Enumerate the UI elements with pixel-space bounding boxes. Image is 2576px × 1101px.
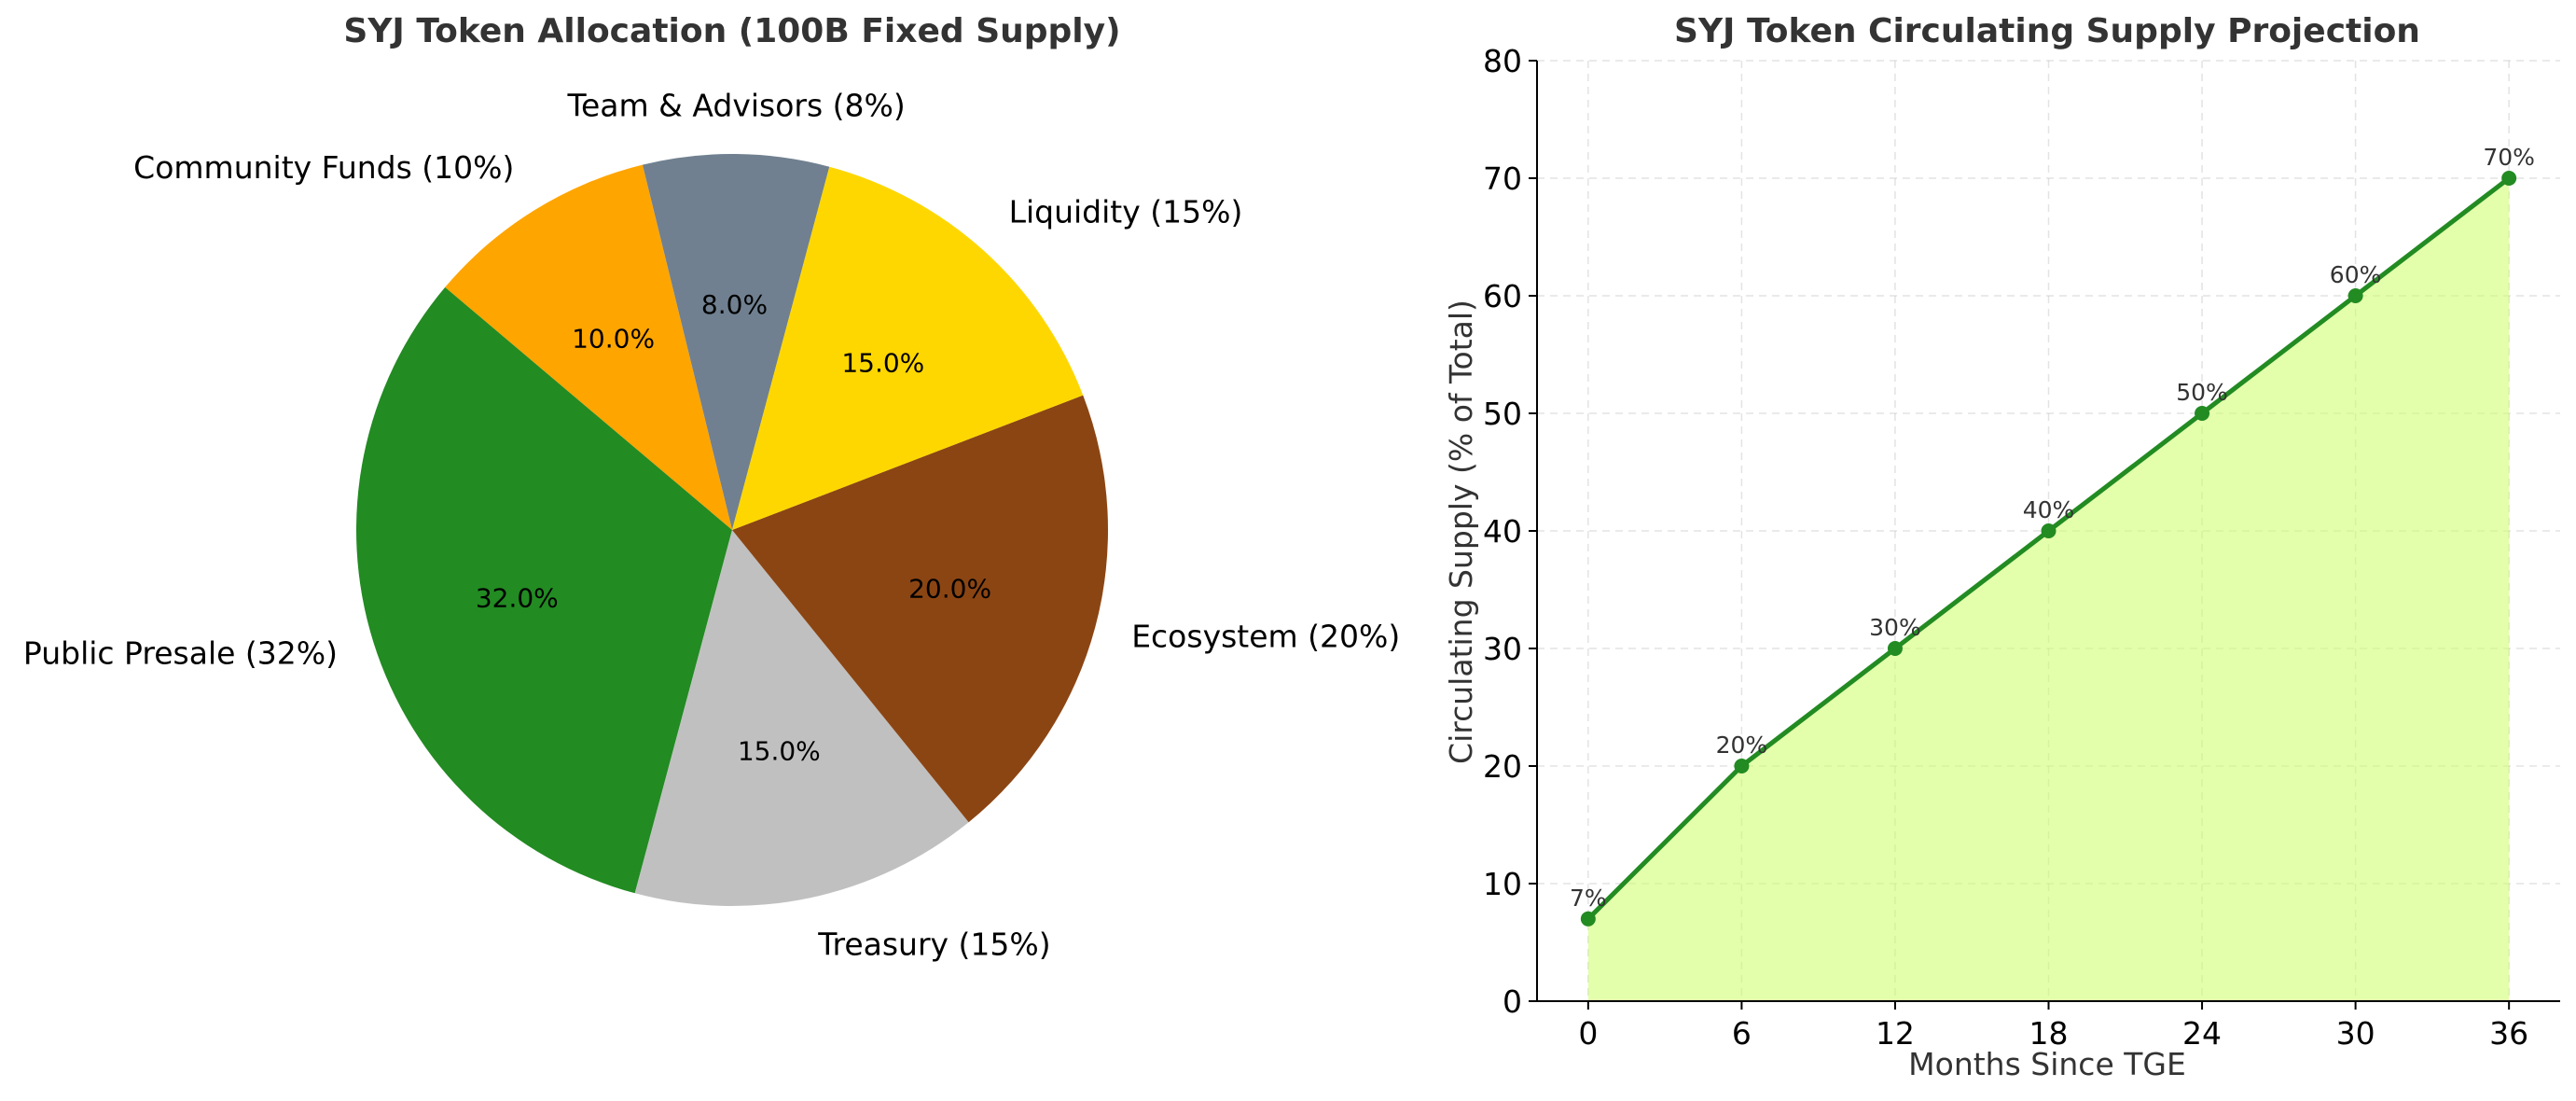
x-tick-label: 6: [1732, 1015, 1752, 1052]
pie-slice-label: Treasury (15%): [817, 927, 1050, 963]
pie-percent-label: 10.0%: [572, 324, 655, 355]
pie-slice-label: Ecosystem (20%): [1131, 619, 1400, 655]
y-tick-label: 60: [1483, 278, 1522, 314]
data-point: [1887, 641, 1903, 656]
x-tick-label: 12: [1876, 1015, 1915, 1052]
x-tick-label: 30: [2336, 1015, 2375, 1052]
pie-slice-public-presale: [355, 286, 732, 894]
data-point-label: 20%: [1716, 732, 1768, 759]
y-tick-labels: 0 10 20 30 40 50 60 70 80: [1483, 43, 1537, 1020]
y-tick-label: 30: [1483, 631, 1522, 667]
data-point: [1734, 759, 1750, 773]
pie-slice-ecosystem: [732, 395, 1108, 823]
pie-percent-label: 32.0%: [476, 582, 559, 613]
pie-slice-label: Team & Advisors (8%): [566, 88, 905, 124]
data-point-label: 50%: [2176, 379, 2228, 406]
pie-slice-treasury: [634, 530, 969, 907]
y-tick-label: 50: [1483, 396, 1522, 432]
area-fill: [1587, 178, 2510, 1001]
x-tick-label: 0: [1578, 1015, 1598, 1052]
data-point: [1580, 911, 1596, 927]
x-tick-label: 36: [2489, 1015, 2528, 1052]
x-tick-label: 18: [2029, 1015, 2069, 1052]
pie-slices: [355, 153, 1108, 907]
y-tick-label: 20: [1483, 748, 1522, 785]
y-tick-label: 80: [1483, 43, 1522, 79]
line-chart: SYJ Token Circulating Supply Projection …: [1443, 12, 2560, 1082]
y-tick-label: 40: [1483, 513, 1522, 550]
pie-percent-label: 8.0%: [701, 289, 768, 320]
pie-chart: SYJ Token Allocation (100B Fixed Supply)…: [23, 12, 1400, 963]
pie-title: SYJ Token Allocation (100B Fixed Supply): [343, 12, 1120, 50]
y-axis-label: Circulating Supply (% of Total): [1443, 300, 1479, 764]
pie-slice-team-advisors: [642, 153, 830, 531]
pie-percent-label: 15.0%: [738, 736, 821, 767]
data-point-label: 7%: [1570, 885, 1607, 912]
y-tick-label: 70: [1483, 160, 1522, 197]
pie-slice-community-funds: [445, 164, 732, 530]
line-title: SYJ Token Circulating Supply Projection: [1674, 12, 2420, 50]
pie-slice-label: Community Funds (10%): [133, 149, 514, 186]
x-tick-label: 24: [2182, 1015, 2222, 1052]
data-point: [2195, 406, 2210, 421]
pie-percent-labels: 8.0% 10.0% 32.0% 15.0% 20.0% 15.0%: [476, 289, 991, 766]
data-point-label: 30%: [1869, 614, 1921, 641]
data-point: [2347, 288, 2363, 303]
data-points: [1580, 171, 2517, 927]
data-point: [2041, 523, 2057, 538]
x-tick-labels: 0 6 12 18 24 30 36: [1578, 1001, 2528, 1052]
pie-percent-label: 15.0%: [841, 347, 924, 378]
x-axis-label: Months Since TGE: [1908, 1046, 2186, 1082]
point-labels: 7% 20% 30% 40% 50% 60% 70%: [1570, 144, 2535, 912]
pie-slice-label: Liquidity (15%): [1009, 194, 1243, 230]
y-tick-label: 0: [1503, 983, 1522, 1020]
pie-slice-liquidity: [732, 166, 1084, 531]
data-point: [2501, 171, 2517, 186]
pie-percent-label: 20.0%: [908, 574, 991, 605]
y-tick-label: 10: [1483, 866, 1522, 902]
data-point-label: 40%: [2023, 496, 2075, 523]
pie-slice-label: Public Presale (32%): [23, 635, 338, 672]
data-point-label: 60%: [2330, 261, 2382, 288]
data-point-label: 70%: [2483, 144, 2535, 171]
pie-slice-labels: Team & Advisors (8%) Community Funds (10%…: [23, 88, 1400, 963]
